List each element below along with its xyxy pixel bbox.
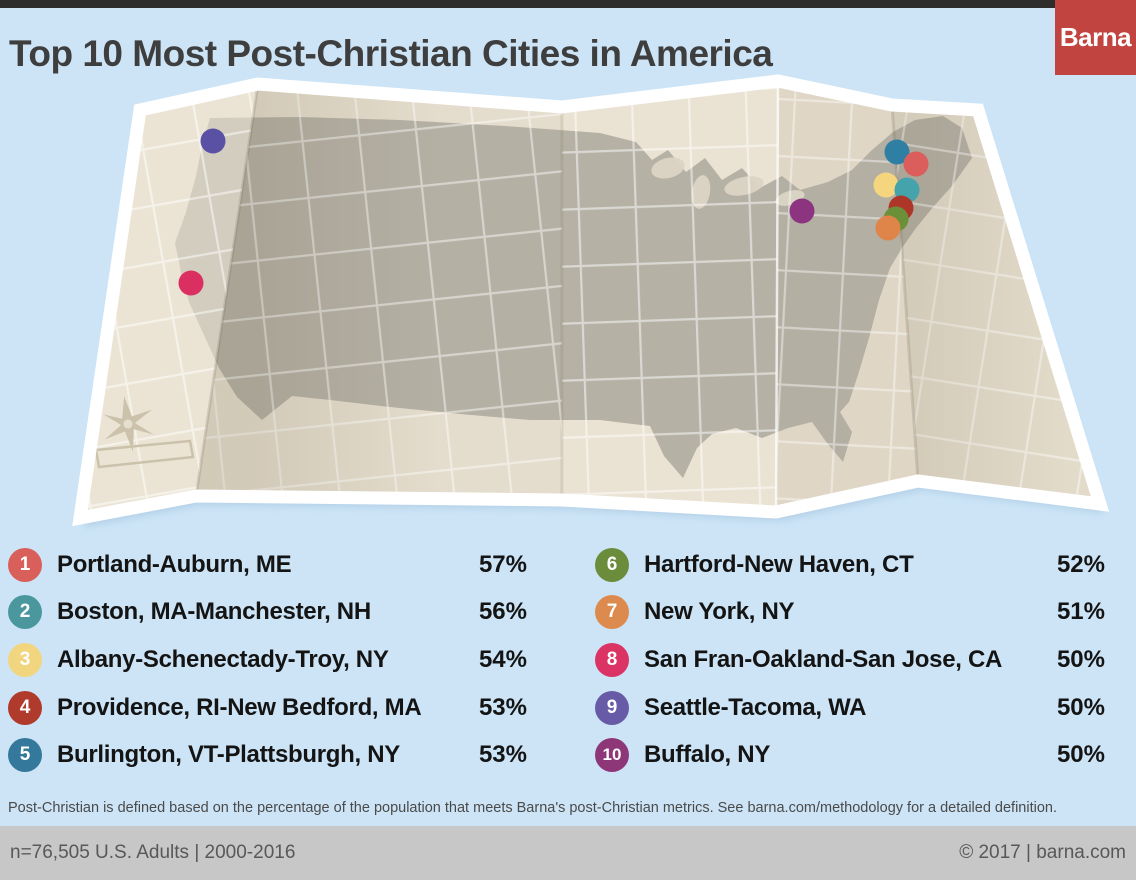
top-bar	[0, 0, 1136, 8]
rank-badge: 1	[8, 547, 42, 582]
city-dot	[178, 270, 204, 296]
city-percent: 52%	[1056, 550, 1105, 578]
map-grid	[80, 81, 1100, 518]
left-panel-wash	[80, 84, 258, 518]
rank-badge: 3	[8, 642, 42, 677]
footer-bar: n=76,505 U.S. Adults | 2000-2016 © 2017 …	[0, 826, 1136, 880]
city-dot	[200, 128, 226, 154]
city-dot	[894, 177, 920, 203]
list-item: 10 Buffalo, NY 50%	[595, 731, 1105, 779]
us-silhouette	[175, 116, 972, 478]
city-dot	[903, 151, 929, 177]
rank-badge: 8	[595, 642, 629, 677]
city-name: Seattle-Tacoma, WA	[644, 693, 867, 721]
city-percent: 53%	[478, 741, 527, 769]
city-name: Portland-Auburn, ME	[57, 550, 292, 578]
rank-badge: 9	[595, 690, 629, 725]
city-name: Providence, RI-New Bedford, MA	[57, 693, 422, 721]
footer-sample-size: n=76,505 U.S. Adults | 2000-2016	[10, 842, 296, 863]
map-shadow	[84, 90, 1104, 527]
rank-badge: 10	[595, 738, 629, 773]
city-dot	[883, 206, 909, 232]
map-border	[72, 74, 1110, 527]
fold-creases	[194, 80, 1100, 513]
city-percent: 51%	[1056, 598, 1105, 626]
list-item: 3 Albany-Schenectady-Troy, NY 54%	[8, 636, 527, 684]
city-dots	[178, 128, 929, 296]
city-percent: 56%	[478, 598, 527, 626]
list-item: 7 New York, NY 51%	[595, 589, 1105, 637]
list-item: 4 Providence, RI-New Bedford, MA 53%	[8, 684, 527, 732]
great-lakes	[651, 157, 805, 209]
city-dot	[888, 195, 914, 221]
rank-badge: 2	[8, 595, 42, 630]
list-item: 5 Burlington, VT-Plattsburgh, NY 53%	[8, 731, 527, 779]
rank-badge: 7	[595, 595, 629, 630]
list-item: 2 Boston, MA-Manchester, NH 56%	[8, 589, 527, 637]
city-dot	[875, 215, 901, 241]
scale-bar	[94, 439, 195, 469]
list-item: 6 Hartford-New Haven, CT 52%	[595, 541, 1105, 589]
compass-rose-icon	[103, 396, 154, 452]
city-name: Boston, MA-Manchester, NH	[57, 598, 371, 626]
methodology-footnote: Post-Christian is defined based on the p…	[8, 800, 1057, 816]
barna-logo: Barna	[1055, 0, 1136, 75]
map-paper	[80, 81, 1100, 518]
city-name: New York, NY	[644, 598, 795, 626]
city-name: Buffalo, NY	[644, 741, 771, 769]
rank-badge: 4	[8, 690, 42, 725]
ranked-list-right: 6 Hartford-New Haven, CT 52% 7 New York,…	[595, 541, 1105, 779]
rank-badge: 5	[8, 738, 42, 773]
footer-copyright: © 2017 | barna.com	[959, 842, 1126, 863]
list-item: 9 Seattle-Tacoma, WA 50%	[595, 684, 1105, 732]
city-percent: 50%	[1056, 645, 1105, 673]
city-percent: 57%	[478, 550, 527, 578]
ranked-list-left: 1 Portland-Auburn, ME 57% 2 Boston, MA-M…	[8, 541, 527, 779]
city-name: Hartford-New Haven, CT	[644, 550, 914, 578]
city-percent: 50%	[1056, 693, 1105, 721]
city-name: Burlington, VT-Plattsburgh, NY	[57, 741, 400, 769]
city-percent: 54%	[478, 645, 527, 673]
rank-badge: 6	[595, 547, 629, 582]
list-item: 1 Portland-Auburn, ME 57%	[8, 541, 527, 589]
list-item: 8 San Fran-Oakland-San Jose, CA 50%	[595, 636, 1105, 684]
city-percent: 50%	[1056, 741, 1105, 769]
city-dot	[873, 172, 899, 198]
city-name: Albany-Schenectady-Troy, NY	[57, 645, 389, 673]
city-dot	[789, 198, 815, 224]
city-dot	[884, 139, 910, 165]
city-percent: 53%	[478, 693, 527, 721]
page-title: Top 10 Most Post-Christian Cities in Ame…	[9, 33, 773, 74]
city-name: San Fran-Oakland-San Jose, CA	[644, 645, 1003, 673]
